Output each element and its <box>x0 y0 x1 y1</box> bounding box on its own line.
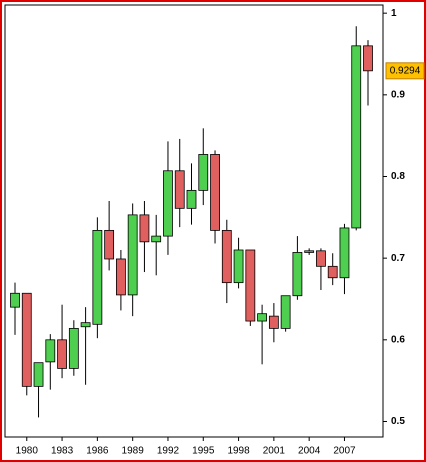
candle-body <box>68 327 79 369</box>
candle-body <box>304 250 315 253</box>
candle-body <box>174 170 185 209</box>
y-tick-label: 0.8 <box>391 171 405 182</box>
candle-body <box>186 189 197 209</box>
candle-body <box>339 227 350 279</box>
candle-body <box>210 154 220 231</box>
last-value-label: 0.9294 <box>390 65 421 76</box>
candle-body <box>198 154 209 191</box>
candle-body <box>351 45 362 229</box>
candle-body <box>257 313 268 322</box>
candle-body <box>327 265 338 279</box>
last-value-box <box>385 62 425 80</box>
candle-body <box>363 45 373 72</box>
candle-body <box>316 250 326 267</box>
x-tick-label: 1983 <box>51 446 74 457</box>
x-tick-label: 1998 <box>227 446 250 457</box>
candle-body <box>292 252 303 297</box>
x-tick-label: 1980 <box>16 446 39 457</box>
candle-body <box>233 249 244 284</box>
candle-body <box>268 315 279 329</box>
candle-body <box>221 229 232 284</box>
y-tick-label: 0.7 <box>391 253 405 264</box>
candle-body <box>127 214 138 296</box>
candle-body <box>151 235 162 243</box>
candle-body <box>33 362 44 387</box>
y-tick-label: 1 <box>391 8 397 19</box>
x-tick-label: 1986 <box>86 446 109 457</box>
x-tick-label: 2004 <box>298 446 321 457</box>
candle-body <box>57 339 67 369</box>
candle-body <box>163 170 173 237</box>
x-tick-label: 1995 <box>192 446 215 457</box>
x-tick-label: 2007 <box>333 446 356 457</box>
candle-body <box>45 339 56 363</box>
candle-body <box>116 258 126 296</box>
candle-body <box>92 229 103 325</box>
y-tick-label: 0.6 <box>391 334 405 345</box>
x-tick-label: 1989 <box>122 446 145 457</box>
candle-body <box>10 292 20 308</box>
candle-body <box>80 322 91 328</box>
candle-body <box>280 295 291 329</box>
x-tick-label: 1992 <box>157 446 180 457</box>
candle-body <box>245 249 256 322</box>
plot-area <box>4 4 384 438</box>
y-tick-label: 0.5 <box>391 416 405 427</box>
candle-body <box>139 214 150 243</box>
x-tick-label: 2001 <box>263 446 286 457</box>
candle-body <box>21 292 32 387</box>
y-tick-label: 0.9 <box>391 89 405 100</box>
candle-body <box>104 229 115 260</box>
